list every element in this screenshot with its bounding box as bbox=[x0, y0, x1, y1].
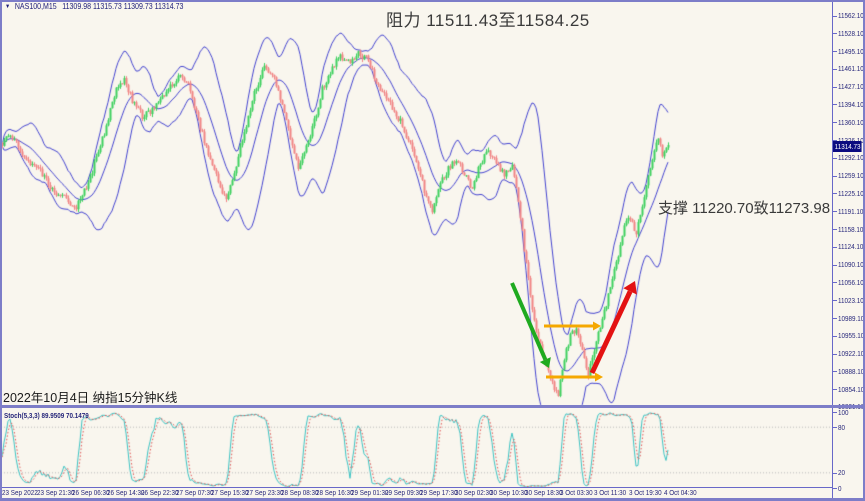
price-tick-mark bbox=[833, 193, 837, 195]
time-tick-label: 26 Sep 22:30 bbox=[141, 488, 179, 497]
time-tick-label: 29 Sep 17:30 bbox=[420, 488, 458, 497]
time-tick-label: 30 Sep 02:30 bbox=[455, 488, 493, 497]
time-tick-label: 28 Sep 08:30 bbox=[280, 488, 319, 497]
window-border-right bbox=[863, 0, 865, 501]
date-annotation[interactable]: 2022年10月4日 纳指15分钟K线 bbox=[3, 391, 178, 405]
stoch-tick-label: 100 bbox=[838, 407, 849, 417]
time-tick-label: 3 Oct 03:30 bbox=[559, 488, 593, 497]
price-tick-label: 10854.10 bbox=[838, 384, 865, 394]
price-tick-mark bbox=[833, 104, 837, 106]
price-tick-mark bbox=[833, 175, 837, 177]
collapse-triangle-icon[interactable]: ▼ bbox=[5, 4, 11, 10]
time-tick-label: 26 Sep 14:30 bbox=[106, 488, 145, 497]
symbol-name: NAS100,M15 bbox=[14, 2, 57, 11]
price-axis-line bbox=[832, 2, 833, 498]
price-tick-mark bbox=[833, 229, 837, 231]
price-tick-label: 11326.10 bbox=[838, 136, 864, 145]
price-tick-mark bbox=[833, 264, 837, 266]
price-tick-mark bbox=[833, 211, 837, 213]
symbol-ohlc-quotes: 11309.98 11315.73 11309.73 11314.73 bbox=[62, 2, 184, 11]
time-tick-label: 23 Sep 21:30 bbox=[36, 488, 75, 497]
price-tick-label: 11225.10 bbox=[838, 188, 864, 198]
price-tick-label: 11562.10 bbox=[838, 11, 864, 20]
price-tick-mark bbox=[833, 51, 837, 53]
price-tick-mark bbox=[833, 33, 837, 35]
price-tick-mark bbox=[833, 389, 837, 391]
panel-splitter[interactable] bbox=[0, 405, 865, 408]
price-tick-mark bbox=[833, 353, 837, 355]
time-tick-label: 29 Sep 09:30 bbox=[385, 488, 423, 497]
time-tick-label: 28 Sep 16:30 bbox=[315, 488, 354, 497]
price-tick-mark bbox=[833, 318, 837, 319]
price-tick-label: 11495.10 bbox=[838, 46, 864, 56]
time-axis-line bbox=[1, 487, 832, 488]
price-tick-mark bbox=[833, 246, 837, 248]
time-tick-label: 27 Sep 23:30 bbox=[245, 488, 284, 497]
price-tick-label: 11124.10 bbox=[838, 242, 864, 252]
price-tick-label: 11158.10 bbox=[838, 224, 864, 234]
price-tick-label: 10922.10 bbox=[838, 349, 865, 359]
symbol-info-bar: ▼ NAS100,M15 11309.98 11315.73 11309.73 … bbox=[5, 2, 183, 11]
stoch-tick-label: 0 bbox=[838, 483, 842, 493]
time-tick-label: 3 Oct 19:30 bbox=[629, 488, 662, 497]
price-tick-mark bbox=[833, 157, 837, 159]
price-tick-mark bbox=[833, 371, 837, 373]
price-tick-mark bbox=[833, 140, 837, 142]
time-tick-label: 4 Oct 04:30 bbox=[664, 488, 697, 497]
stoch-tick-mark bbox=[833, 488, 837, 489]
stoch-tick-mark bbox=[833, 472, 837, 474]
price-tick-mark bbox=[833, 86, 837, 88]
price-tick-label: 11461.10 bbox=[838, 64, 864, 74]
price-tick-label: 10888.10 bbox=[838, 366, 865, 376]
stoch-tick-mark bbox=[833, 427, 837, 429]
time-tick-label: 29 Sep 01:30 bbox=[350, 488, 388, 497]
price-tick-label: 11292.10 bbox=[838, 153, 864, 163]
stoch-tick-mark bbox=[833, 412, 837, 413]
price-tick-mark bbox=[833, 122, 837, 124]
resistance-annotation[interactable]: 阻力 11511.43至11584.25 bbox=[386, 11, 590, 30]
price-tick-label: 11191.10 bbox=[838, 206, 864, 216]
price-tick-label: 11056.10 bbox=[838, 277, 864, 287]
price-tick-label: 11090.10 bbox=[838, 260, 864, 270]
price-tick-label: 11528.10 bbox=[838, 28, 864, 38]
window-border-left bbox=[0, 0, 2, 501]
time-tick-label: 30 Sep 18:30 bbox=[524, 488, 563, 497]
stoch-tick-label: 80 bbox=[838, 422, 846, 432]
stoch-tick-label: 20 bbox=[838, 468, 846, 478]
price-tick-mark bbox=[833, 68, 837, 70]
price-tick-label: 11427.10 bbox=[838, 82, 864, 92]
window-border-bottom bbox=[0, 498, 865, 501]
price-tick-label: 11360.10 bbox=[838, 117, 864, 127]
current-price-tag: 11314.73 bbox=[833, 141, 862, 152]
time-tick-label: 23 Sep 2022 bbox=[2, 488, 38, 497]
price-tick-mark bbox=[833, 335, 837, 337]
time-tick-label: 3 Oct 11:30 bbox=[594, 488, 627, 497]
price-tick-label: 11023.10 bbox=[838, 295, 864, 305]
support-annotation[interactable]: 支撑 11220.70致11273.98 bbox=[658, 200, 831, 217]
price-tick-mark bbox=[833, 282, 837, 284]
price-tick-mark bbox=[833, 300, 837, 302]
stoch-indicator-label: Stoch(5,3,3) 89.9509 70.1479 bbox=[4, 411, 89, 420]
time-tick-label: 27 Sep 15:30 bbox=[211, 488, 249, 497]
price-tick-mark bbox=[833, 15, 837, 17]
time-tick-label: 30 Sep 10:30 bbox=[489, 488, 528, 497]
price-tick-label: 10955.10 bbox=[838, 331, 865, 341]
time-tick-label: 27 Sep 07:30 bbox=[176, 488, 214, 497]
price-tick-label: 11259.10 bbox=[838, 171, 864, 181]
time-tick-label: 26 Sep 06:30 bbox=[71, 488, 110, 497]
price-tick-label: 10989.10 bbox=[838, 313, 865, 323]
window-border-top bbox=[0, 0, 865, 2]
price-tick-label: 11394.10 bbox=[838, 99, 864, 109]
